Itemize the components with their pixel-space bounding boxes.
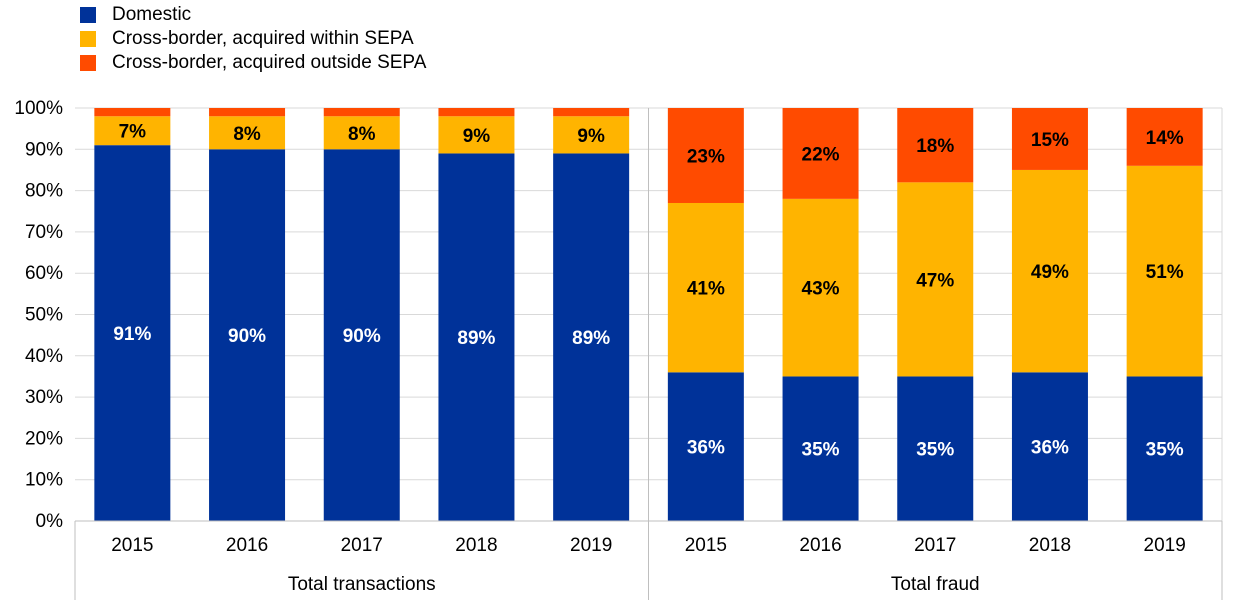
data-label: 8%	[348, 124, 376, 145]
data-label: 43%	[802, 279, 840, 300]
data-label: 90%	[343, 326, 381, 347]
data-label: 8%	[233, 124, 261, 145]
bar-segment	[782, 198, 859, 377]
legend-swatch-domestic	[80, 7, 96, 23]
bar-segment	[897, 376, 974, 521]
data-label: 35%	[916, 440, 954, 461]
bar-segment	[897, 108, 974, 183]
data-label: 90%	[228, 326, 266, 347]
bar-segment	[667, 202, 744, 373]
x-group-label: Total fraud	[891, 574, 980, 595]
bar-segment	[438, 108, 515, 117]
bar-segment	[209, 116, 286, 150]
bar-segment	[782, 108, 859, 199]
data-label: 49%	[1031, 262, 1069, 283]
bar-segment	[323, 149, 400, 522]
data-label: 47%	[916, 270, 954, 291]
x-tick-label: 2019	[1144, 535, 1186, 556]
y-tick-label: 50%	[25, 305, 63, 326]
x-tick-label: 2016	[799, 535, 841, 556]
legend-label-outside-sepa: Cross-border, acquired outside SEPA	[112, 52, 427, 73]
bar-segment	[897, 182, 974, 377]
data-label: 9%	[463, 126, 491, 147]
bar-segment	[1126, 165, 1203, 377]
data-label: 35%	[802, 440, 840, 461]
bar-segment	[438, 153, 515, 521]
data-label: 41%	[687, 279, 725, 300]
legend-label-within-sepa: Cross-border, acquired within SEPA	[112, 28, 414, 49]
data-label: 91%	[113, 324, 151, 345]
x-tick-label: 2015	[111, 535, 153, 556]
data-label: 51%	[1146, 262, 1184, 283]
bar-segment	[553, 108, 630, 117]
data-label: 15%	[1031, 130, 1069, 151]
bar-segment	[438, 116, 515, 154]
data-label: 7%	[119, 122, 147, 143]
data-label: 23%	[687, 146, 725, 167]
legend-swatch-within-sepa	[80, 31, 96, 47]
bar-segment	[94, 116, 171, 146]
data-label: 89%	[457, 328, 495, 349]
x-tick-label: 2018	[455, 535, 497, 556]
bar-segment	[1011, 108, 1088, 170]
y-tick-label: 70%	[25, 222, 63, 243]
bar-segment	[667, 372, 744, 521]
bar-segment	[94, 145, 171, 522]
bar-segment	[209, 149, 286, 522]
legend-label-domestic: Domestic	[112, 4, 192, 25]
data-label: 14%	[1146, 128, 1184, 149]
bar-segment	[1126, 108, 1203, 166]
y-tick-label: 0%	[36, 511, 64, 532]
y-tick-label: 80%	[25, 181, 63, 202]
y-tick-label: 60%	[25, 263, 63, 284]
bar-segment	[1011, 372, 1088, 521]
x-tick-label: 2017	[914, 535, 956, 556]
data-label: 9%	[577, 126, 605, 147]
legend-swatch-outside-sepa	[80, 55, 96, 71]
bar-segment	[1126, 376, 1203, 521]
bar-segment	[1011, 169, 1088, 373]
x-tick-label: 2016	[226, 535, 268, 556]
bar-segment	[553, 153, 630, 521]
data-label: 36%	[1031, 438, 1069, 459]
bar-segment	[323, 108, 400, 117]
y-tick-label: 20%	[25, 428, 63, 449]
bar-segment	[553, 116, 630, 154]
bar-segment	[94, 108, 171, 117]
data-label: 36%	[687, 438, 725, 459]
x-tick-label: 2015	[685, 535, 727, 556]
data-label: 35%	[1146, 440, 1184, 461]
x-tick-label: 2017	[341, 535, 383, 556]
y-tick-label: 40%	[25, 346, 63, 367]
x-group-label: Total transactions	[288, 574, 436, 595]
y-tick-label: 90%	[25, 139, 63, 160]
data-label: 18%	[916, 136, 954, 157]
data-label: 22%	[802, 144, 840, 165]
bar-segment	[323, 116, 400, 150]
data-label: 89%	[572, 328, 610, 349]
y-tick-label: 10%	[25, 470, 63, 491]
x-tick-label: 2019	[570, 535, 612, 556]
bar-segment	[209, 108, 286, 117]
y-tick-label: 100%	[14, 98, 63, 119]
x-tick-label: 2018	[1029, 535, 1071, 556]
bar-segment	[667, 108, 744, 203]
bar-segment	[782, 376, 859, 521]
y-tick-label: 30%	[25, 387, 63, 408]
